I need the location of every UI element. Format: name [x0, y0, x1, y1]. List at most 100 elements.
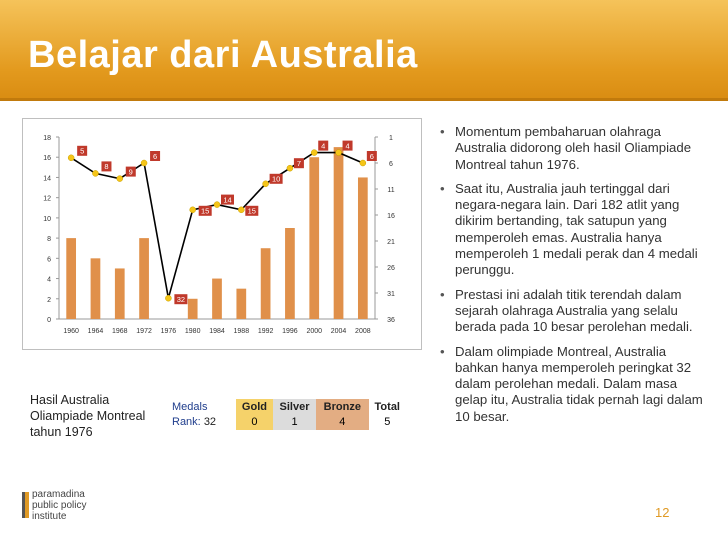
x-tick-label: 1992 [258, 328, 274, 335]
rank-point [286, 164, 294, 172]
logo-line: public policy [32, 500, 87, 511]
gold-header: Gold [236, 399, 273, 415]
rank-point [165, 294, 172, 302]
logo-mark-accent [22, 492, 25, 518]
rank-label-box [221, 194, 234, 205]
chart-line [67, 149, 367, 302]
silver-header: Silver [272, 399, 317, 415]
y-right-tick-label: 16 [387, 213, 395, 220]
rank-cell: Rank: 32 [170, 414, 236, 430]
olympics-chart: 0 2 4 6 8 10 12 14 16 18 1 6 11 16 21 26 31 36 1960 1964 196… [22, 118, 422, 350]
y-right-tick-label: 1 [389, 135, 393, 142]
rank-label-text: 7 [297, 159, 301, 168]
y-tick-label: 0 [47, 317, 51, 324]
rank-point [310, 149, 318, 156]
x-tick-label: 1988 [234, 328, 250, 335]
bar [357, 177, 368, 319]
chart-rank-labels: 5 8 9 6 32 15 14 15 10 7 4 4 6 [77, 140, 377, 305]
x-tick-label: 1984 [209, 328, 225, 335]
chart-bars [66, 147, 368, 319]
rank-point [67, 154, 75, 162]
rank-label-box [101, 161, 112, 172]
bar [333, 147, 344, 319]
bronze-header: Bronze [316, 399, 369, 415]
rank-label-text: 8 [104, 162, 108, 171]
rank-label-text: 10 [272, 175, 280, 184]
rank-point [213, 201, 221, 208]
rank-label-box [318, 140, 329, 151]
bar [66, 238, 77, 319]
bar [285, 228, 295, 319]
y-tick-label: 10 [43, 216, 51, 223]
bar [309, 157, 320, 319]
medal-caption: Hasil Australia Oliampiade Montreal tahu… [30, 393, 146, 439]
rank-label-box [174, 294, 188, 305]
x-tick-label: 1964 [88, 328, 104, 335]
rank-point [238, 206, 245, 214]
y-right-tick-label: 31 [387, 291, 395, 298]
rank-label-box [198, 205, 212, 216]
y-right-tick-label: 21 [387, 239, 395, 246]
rank-label-box [293, 158, 304, 169]
rank-label-box [245, 205, 259, 216]
header-divider [0, 98, 728, 101]
institute-logo: paramadina public policy institute [22, 488, 142, 533]
bullet-item: Dalam olimpiade Montreal, Australia bahk… [438, 344, 706, 425]
x-tick-label: 1968 [112, 328, 128, 335]
rank-label-text: 4 [321, 141, 325, 150]
bullet-item: Prestasi ini adalah titik terendah dalam… [438, 287, 706, 336]
rank-label-text: 32 [177, 295, 185, 304]
y-tick-label: 16 [43, 155, 51, 162]
y-tick-label: 4 [47, 277, 51, 284]
bullet-list: Momentum pembaharuan olahraga Australia … [438, 124, 706, 433]
x-tick-label: 1976 [161, 328, 177, 335]
y-tick-label: 12 [43, 196, 51, 203]
bullet-item: Momentum pembaharuan olahraga Australia … [438, 124, 706, 173]
x-tick-label: 2008 [355, 328, 371, 335]
bronze-count: 4 [316, 414, 369, 430]
header-background [0, 0, 728, 100]
rank-point [116, 175, 124, 182]
rank-label-text: 9 [129, 167, 133, 176]
rank-label: Rank: [172, 416, 201, 429]
total-count: 5 [368, 414, 406, 430]
rank-point [335, 149, 342, 156]
rank-label-text: 4 [345, 141, 349, 150]
x-tick-label: 1996 [282, 328, 298, 335]
medal-table: Medals Gold Silver Bronze Total Rank: 32… [170, 399, 406, 430]
bar [187, 298, 198, 319]
rank-point [262, 180, 269, 188]
slide-title: Belajar dari Australia [28, 34, 418, 76]
rank-value: 32 [203, 416, 217, 429]
rank-label-box [125, 166, 136, 177]
gold-count: 0 [236, 414, 273, 430]
rank-label-text: 15 [201, 207, 209, 216]
rank-label-box [150, 151, 161, 161]
x-tick-label: 2004 [331, 328, 347, 335]
x-tick-label: 1980 [185, 328, 201, 335]
y-tick-label: 18 [43, 135, 51, 142]
y-tick-label: 2 [47, 297, 51, 304]
medal-table-row: Rank: 32 0 1 4 5 [170, 414, 406, 430]
logo-line: paramadina [32, 489, 85, 500]
bar [260, 248, 271, 319]
rank-point [140, 159, 148, 167]
y-tick-label: 14 [43, 175, 51, 182]
total-header: Total [368, 399, 406, 415]
medals-header: Medals [170, 399, 236, 415]
rank-label-box [77, 145, 88, 156]
bar [212, 278, 222, 319]
rank-label-box [366, 151, 377, 161]
page-number: 12 [655, 505, 670, 520]
x-tick-label: 2000 [306, 328, 322, 335]
rank-label-box [342, 140, 353, 151]
rank-point [189, 206, 196, 214]
rank-label-text: 15 [248, 207, 256, 216]
x-tick-label: 1972 [136, 328, 152, 335]
rank-point [92, 170, 99, 177]
logo-text: paramadina public policy institute [32, 489, 86, 522]
bar [114, 268, 125, 319]
y-right-tick-label: 6 [389, 161, 393, 168]
bar [139, 238, 149, 319]
